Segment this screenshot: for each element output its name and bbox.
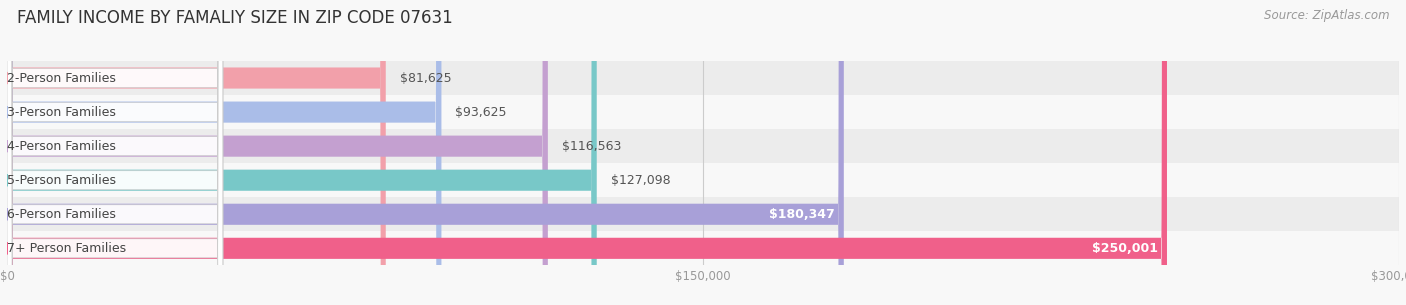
Bar: [7, 163, 1399, 197]
Text: $81,625: $81,625: [399, 72, 451, 84]
Text: 4-Person Families: 4-Person Families: [7, 140, 115, 152]
FancyBboxPatch shape: [7, 0, 548, 305]
Bar: [7, 231, 1399, 265]
Text: 6-Person Families: 6-Person Families: [7, 208, 115, 221]
Text: FAMILY INCOME BY FAMALIY SIZE IN ZIP CODE 07631: FAMILY INCOME BY FAMALIY SIZE IN ZIP COD…: [17, 9, 453, 27]
Bar: [7, 95, 1399, 129]
FancyBboxPatch shape: [7, 0, 1167, 305]
FancyBboxPatch shape: [7, 0, 844, 305]
FancyBboxPatch shape: [7, 0, 596, 305]
Text: Source: ZipAtlas.com: Source: ZipAtlas.com: [1264, 9, 1389, 22]
FancyBboxPatch shape: [7, 0, 441, 305]
Text: $180,347: $180,347: [769, 208, 835, 221]
Text: $250,001: $250,001: [1091, 242, 1157, 255]
FancyBboxPatch shape: [7, 0, 222, 305]
FancyBboxPatch shape: [7, 0, 222, 305]
Text: 7+ Person Families: 7+ Person Families: [7, 242, 127, 255]
Text: 2-Person Families: 2-Person Families: [7, 72, 115, 84]
Bar: [7, 61, 1399, 95]
FancyBboxPatch shape: [7, 0, 222, 305]
Bar: [7, 197, 1399, 231]
FancyBboxPatch shape: [7, 0, 222, 305]
Text: $93,625: $93,625: [456, 106, 506, 119]
Text: $116,563: $116,563: [562, 140, 621, 152]
Bar: [7, 129, 1399, 163]
Text: 3-Person Families: 3-Person Families: [7, 106, 115, 119]
Text: 5-Person Families: 5-Person Families: [7, 174, 117, 187]
FancyBboxPatch shape: [7, 0, 222, 305]
Text: $127,098: $127,098: [610, 174, 671, 187]
FancyBboxPatch shape: [7, 0, 222, 305]
FancyBboxPatch shape: [7, 0, 385, 305]
